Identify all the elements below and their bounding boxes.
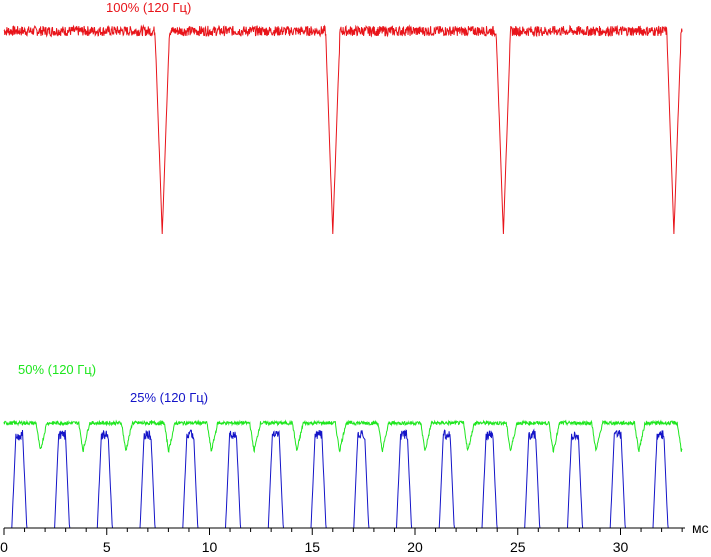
series-25-line	[4, 428, 683, 529]
x-tick-label: 15	[304, 539, 320, 555]
series-50-line	[3, 419, 683, 454]
x-ticks: 0 5 10 15 20 25 30	[0, 528, 683, 555]
x-axis: 0 5 10 15 20 25 30 мс	[0, 520, 709, 555]
series-label-50: 50% (120 Гц)	[18, 362, 96, 377]
x-axis-unit: мс	[692, 520, 709, 536]
x-tick-label: 25	[510, 539, 526, 555]
series-label-25: 25% (120 Гц)	[130, 390, 208, 405]
x-tick-label: 10	[202, 539, 218, 555]
series-layer	[3, 24, 683, 529]
x-tick-label: 30	[613, 539, 629, 555]
series-label-100: 100% (120 Гц)	[106, 0, 191, 15]
x-tick-label: 5	[103, 539, 111, 555]
series-100-line	[3, 24, 683, 235]
x-tick-label: 0	[0, 539, 8, 555]
x-tick-label: 20	[407, 539, 423, 555]
